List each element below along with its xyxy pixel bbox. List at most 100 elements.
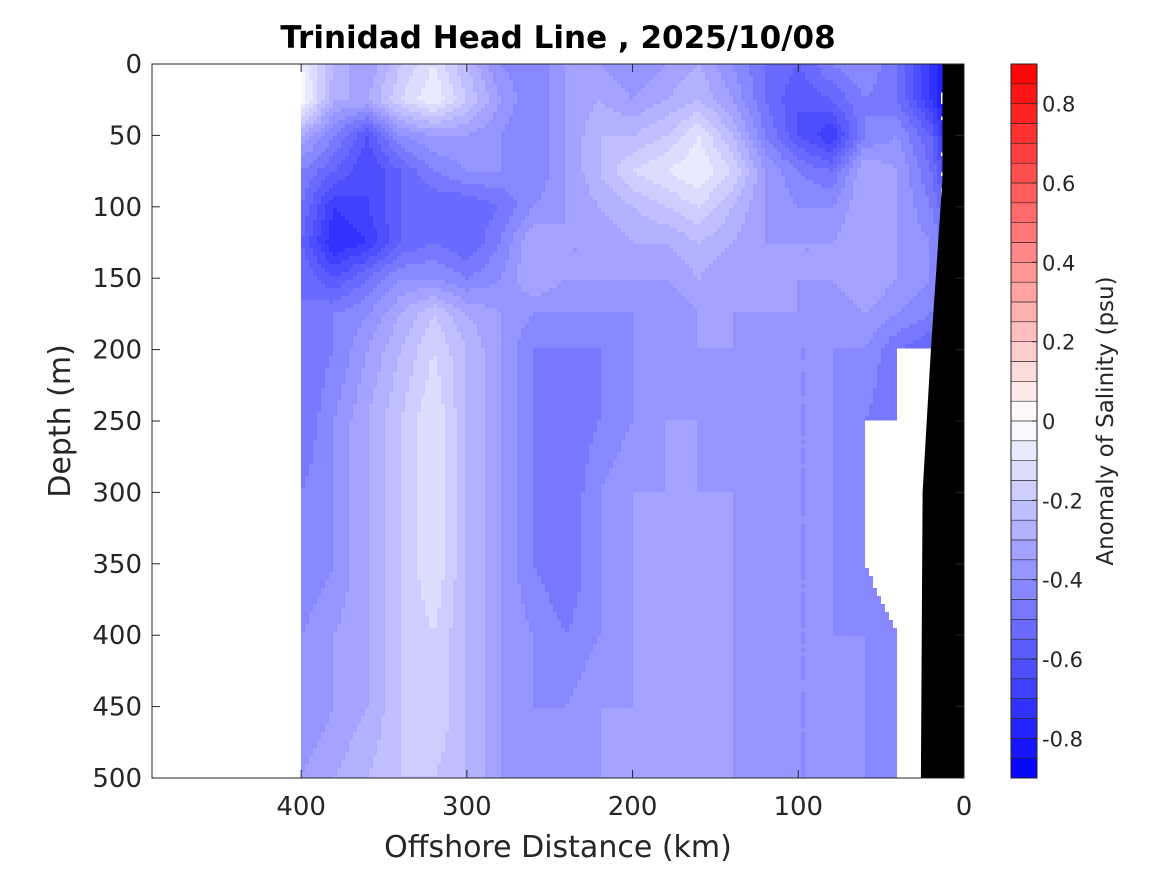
- plot-area: [152, 64, 964, 778]
- field-band: [457, 500, 465, 505]
- field-band: [861, 152, 905, 157]
- field-band: [485, 624, 501, 629]
- field-band: [721, 252, 897, 257]
- field-band: [341, 764, 373, 769]
- field-band: [801, 620, 805, 625]
- field-band: [517, 476, 533, 481]
- field-band: [601, 512, 633, 517]
- field-band: [369, 276, 385, 281]
- field-band: [349, 268, 365, 273]
- field-band: [445, 436, 457, 441]
- field-band: [801, 776, 805, 778]
- colorbar-band: [1011, 83, 1037, 104]
- field-band: [601, 572, 633, 577]
- field-band: [633, 704, 733, 709]
- field-band: [517, 436, 533, 441]
- field-band: [337, 772, 369, 777]
- field-band: [457, 472, 465, 477]
- field-band: [329, 88, 349, 93]
- y-tick-label: 50: [109, 121, 142, 151]
- field-band: [733, 516, 833, 521]
- field-band: [485, 492, 501, 497]
- field-band: [465, 576, 485, 581]
- field-band: [865, 676, 897, 681]
- field-band: [877, 376, 897, 381]
- field-band: [389, 156, 401, 161]
- field-band: [437, 616, 453, 621]
- field-band: [501, 312, 533, 317]
- field-band: [869, 308, 901, 313]
- field-band: [465, 696, 485, 701]
- field-band: [533, 372, 601, 377]
- field-band: [301, 400, 321, 405]
- field-band: [485, 480, 501, 485]
- field-band: [805, 548, 833, 553]
- field-band: [721, 72, 737, 77]
- field-band: [457, 252, 473, 257]
- field-band: [449, 660, 465, 665]
- field-band: [349, 348, 369, 353]
- field-band: [385, 344, 401, 349]
- field-band: [705, 268, 897, 273]
- field-band: [601, 396, 633, 401]
- field-band: [401, 180, 425, 185]
- field-band: [805, 540, 833, 545]
- field-band: [517, 396, 533, 401]
- field-band: [589, 188, 613, 193]
- field-band: [429, 320, 437, 325]
- field-band: [845, 132, 849, 137]
- field-band: [385, 492, 401, 497]
- field-band: [581, 140, 601, 145]
- field-band: [901, 120, 909, 125]
- field-band: [753, 188, 765, 193]
- field-band: [385, 188, 401, 193]
- field-band: [633, 348, 801, 353]
- colorbar-band: [1011, 500, 1037, 521]
- field-band: [601, 532, 633, 537]
- field-band: [489, 68, 505, 73]
- field-band: [449, 708, 465, 713]
- field-band: [793, 72, 805, 77]
- field-band: [501, 632, 533, 637]
- field-band: [801, 560, 805, 565]
- field-band: [301, 184, 309, 189]
- field-band: [369, 348, 385, 353]
- field-band: [749, 152, 757, 157]
- field-band: [321, 120, 329, 125]
- field-band: [517, 464, 533, 469]
- field-band: [465, 356, 485, 361]
- field-band: [913, 108, 921, 113]
- field-band: [609, 216, 649, 221]
- field-band: [333, 704, 369, 709]
- field-band: [801, 172, 837, 177]
- field-band: [601, 376, 633, 381]
- field-band: [801, 544, 805, 549]
- field-band: [537, 200, 565, 205]
- field-band: [841, 188, 853, 193]
- field-band: [677, 124, 693, 129]
- field-band: [805, 352, 833, 357]
- field-band: [805, 736, 865, 741]
- field-band: [301, 100, 305, 105]
- field-band: [385, 708, 401, 713]
- field-band: [513, 108, 549, 113]
- field-band: [725, 124, 737, 129]
- field-band: [733, 556, 801, 561]
- field-band: [441, 596, 453, 601]
- field-band: [721, 136, 733, 141]
- field-band: [465, 508, 485, 513]
- field-band: [701, 272, 897, 277]
- field-band: [385, 660, 401, 665]
- field-band: [373, 124, 381, 129]
- field-band: [301, 152, 305, 157]
- field-band: [533, 404, 601, 409]
- field-band: [369, 684, 385, 689]
- field-band: [497, 248, 509, 253]
- field-band: [333, 332, 357, 337]
- field-band: [869, 404, 897, 409]
- field-band: [381, 132, 389, 137]
- field-band: [937, 100, 941, 105]
- field-band: [517, 480, 533, 485]
- field-band: [905, 68, 913, 73]
- field-band: [501, 608, 525, 613]
